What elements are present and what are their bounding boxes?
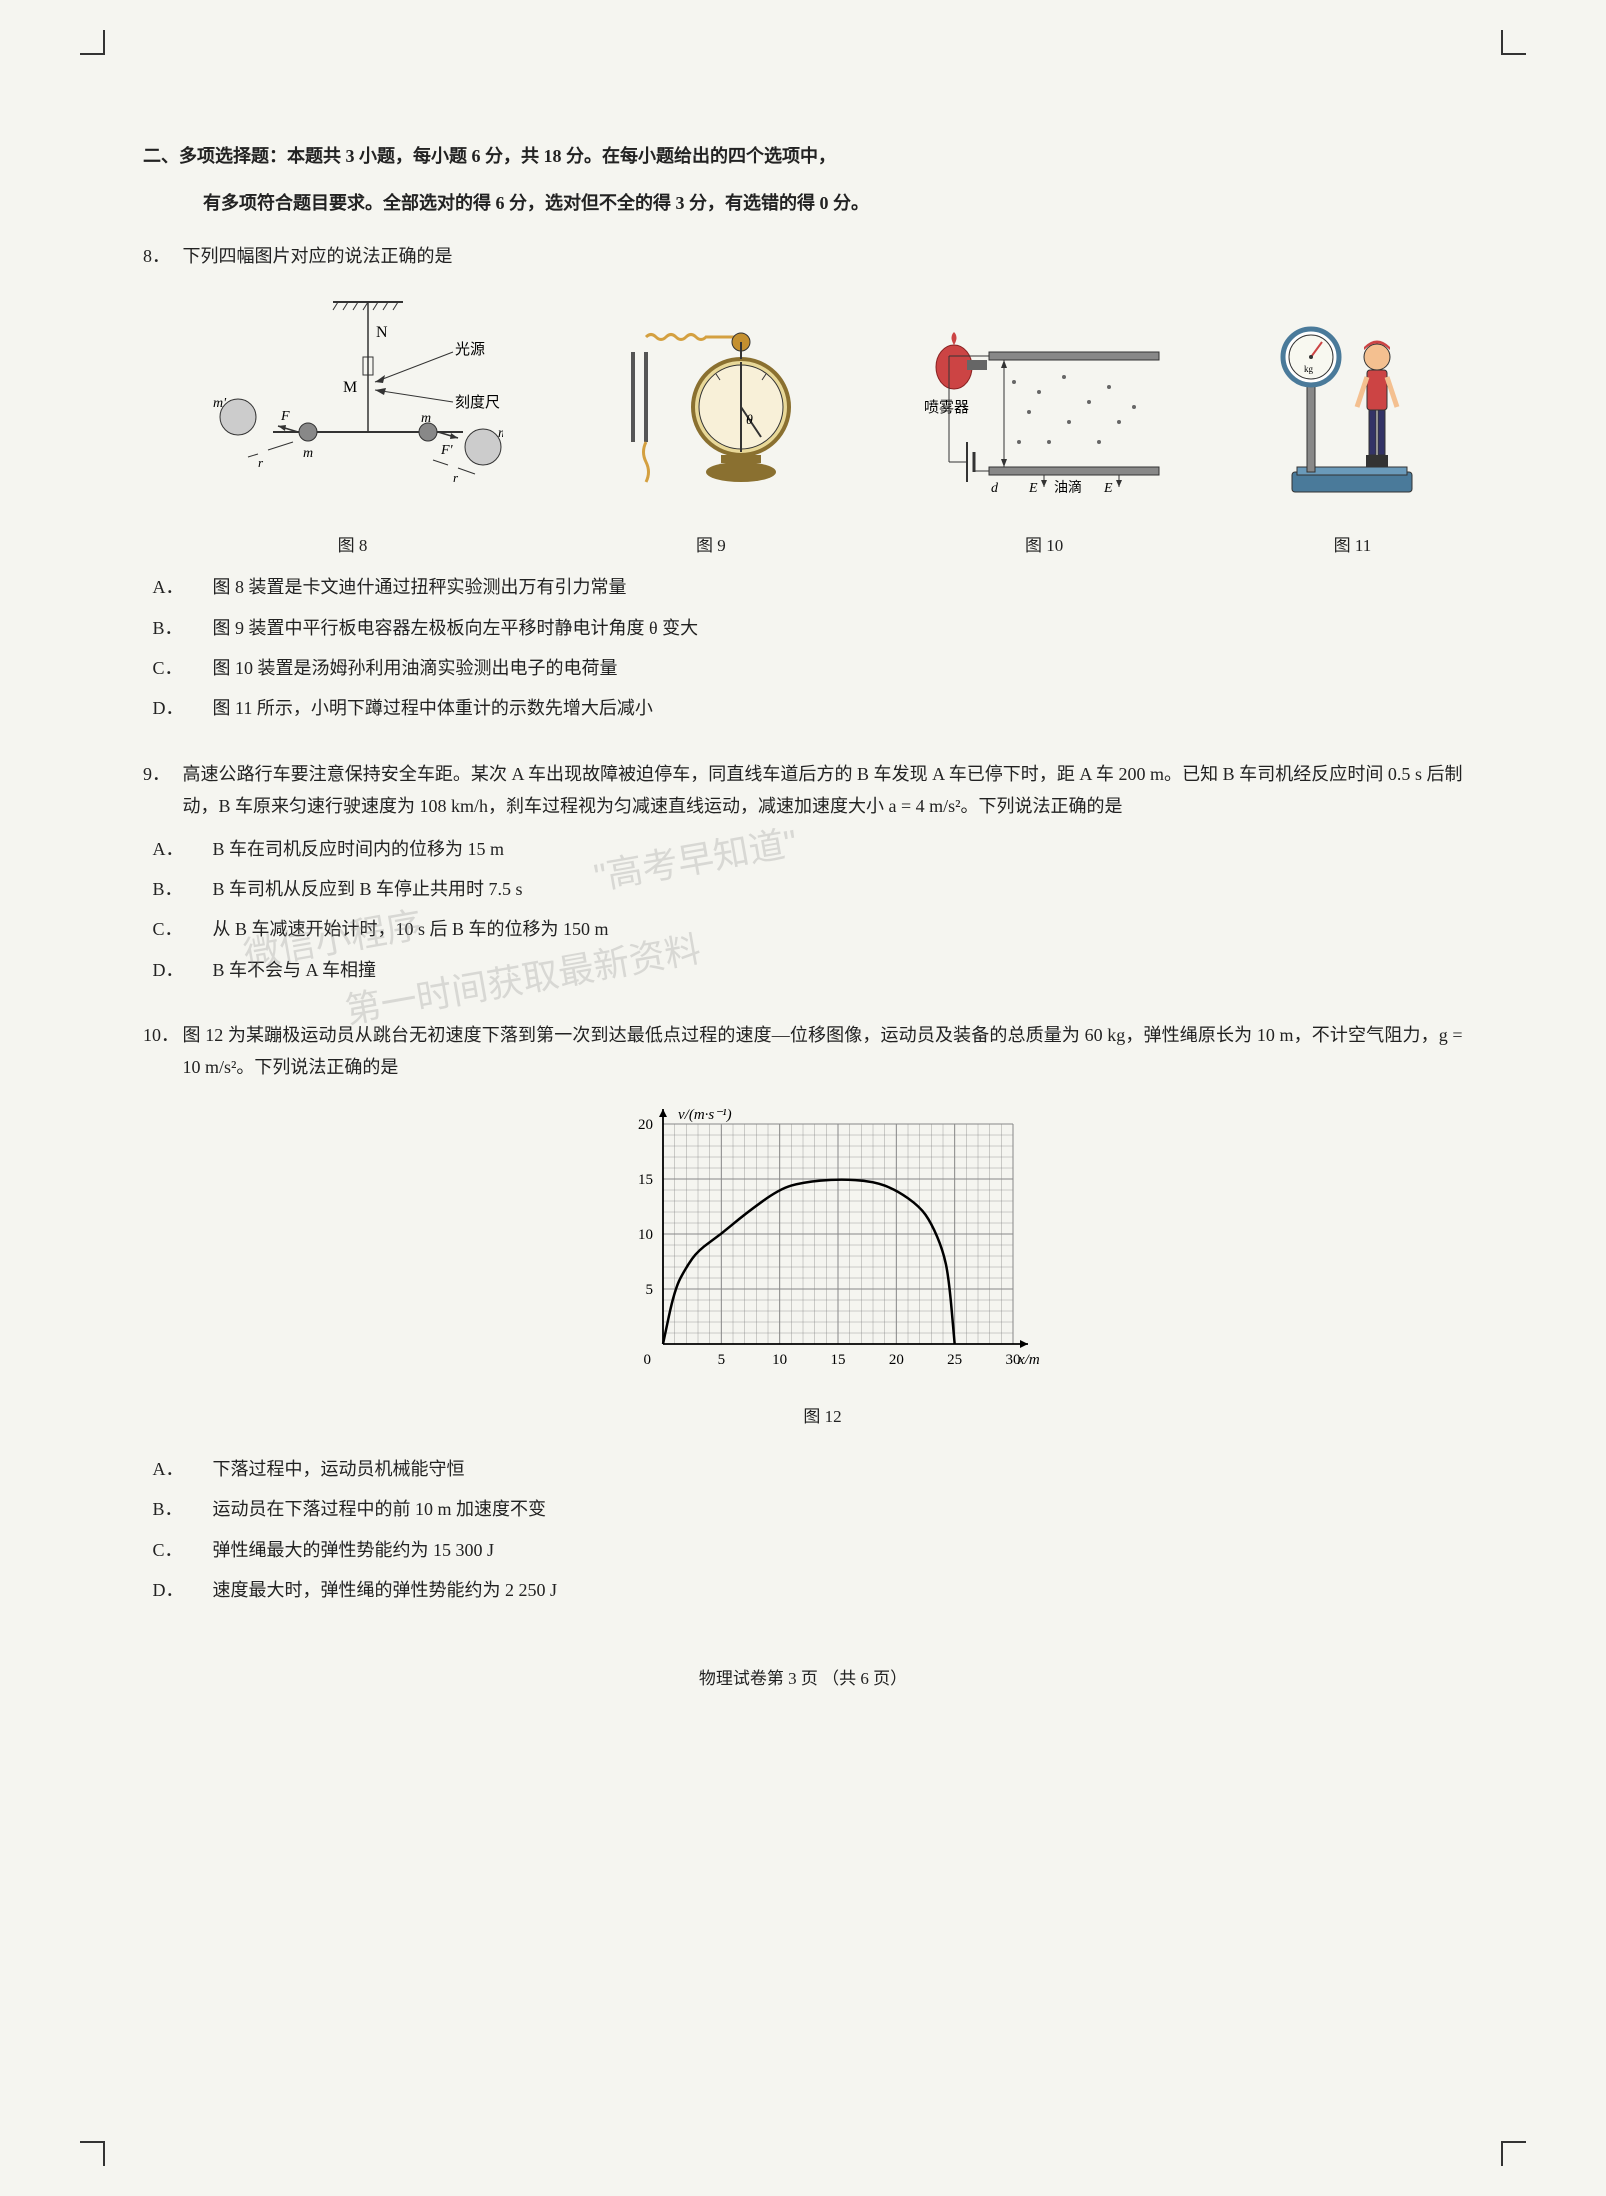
- q10-chart: 5101520253051015200v/(m·s⁻¹)x/m 图 12: [183, 1104, 1463, 1433]
- q9-option-d: D．B 车不会与 A 车相撞: [183, 954, 1463, 986]
- fig10-sprayer: 喷雾器: [924, 399, 969, 416]
- fig11-svg: kg: [1262, 312, 1442, 512]
- fig8-M: M: [343, 379, 357, 396]
- q9-option-a: A．B 车在司机反应时间内的位移为 15 m: [183, 833, 1463, 865]
- q9-opt-a-text: B 车在司机反应时间内的位移为 15 m: [213, 839, 505, 859]
- svg-text:0: 0: [643, 1352, 651, 1368]
- fig8-light: 光源: [455, 341, 485, 358]
- svg-text:5: 5: [717, 1352, 725, 1368]
- q8-option-c: C．图 10 装置是汤姆孙利用油滴实验测出电子的电荷量: [183, 652, 1463, 684]
- q9-opt-b-text: B 车司机从反应到 B 车停止共用时 7.5 s: [213, 879, 523, 899]
- q8-opt-b-text: 图 9 装置中平行板电容器左极板向左平移时静电计角度 θ 变大: [213, 618, 699, 638]
- q9-number: 9．: [143, 758, 178, 790]
- page-content: 二、多项选择题：本题共 3 小题，每小题 6 分，共 18 分。在每小题给出的四…: [143, 60, 1463, 1695]
- q9-opt-d-text: B 车不会与 A 车相撞: [213, 960, 377, 980]
- fig10-svg: 喷雾器: [919, 312, 1169, 512]
- chart-svg: 5101520253051015200v/(m·s⁻¹)x/m: [603, 1104, 1043, 1384]
- q10-opt-c-text: 弹性绳最大的弹性势能约为 15 300 J: [213, 1540, 495, 1560]
- q10-number: 10．: [143, 1019, 178, 1051]
- fig10-E1: E: [1028, 481, 1038, 496]
- q9-options: A．B 车在司机反应时间内的位移为 15 m B．B 车司机从反应到 B 车停止…: [183, 833, 1463, 987]
- question-10: 10． 图 12 为某蹦极运动员从跳台无初速度下落到第一次到达最低点过程的速度—…: [143, 1019, 1463, 1614]
- svg-text:v/(m·s⁻¹): v/(m·s⁻¹): [678, 1107, 732, 1123]
- q8-option-d: D．图 11 所示，小明下蹲过程中体重计的示数先增大后减小: [183, 692, 1463, 724]
- q8-figures: N M 光源 刻度尺: [183, 292, 1463, 561]
- q10-option-d: D．速度最大时，弹性绳的弹性势能约为 2 250 J: [183, 1574, 1463, 1606]
- q8-text: 下列四幅图片对应的说法正确的是: [183, 240, 1463, 272]
- q8-opt-d-text: 图 11 所示，小明下蹲过程中体重计的示数先增大后减小: [213, 698, 653, 718]
- svg-text:10: 10: [772, 1352, 787, 1368]
- q8-options: A．图 8 装置是卡文迪什通过扭秤实验测出万有引力常量 B．图 9 装置中平行板…: [183, 571, 1463, 725]
- q10-opt-a-text: 下落过程中，运动员机械能守恒: [213, 1459, 465, 1479]
- fig9-theta: θ: [746, 413, 753, 428]
- q10-option-b: B．运动员在下落过程中的前 10 m 加速度不变: [183, 1493, 1463, 1525]
- svg-text:20: 20: [888, 1352, 903, 1368]
- fig8-F2: F': [440, 443, 454, 458]
- crop-mark-bl: [80, 2141, 105, 2166]
- q10-opt-b-text: 运动员在下落过程中的前 10 m 加速度不变: [213, 1499, 547, 1519]
- q8-number: 8．: [143, 240, 178, 272]
- fig12-caption: 图 12: [183, 1402, 1463, 1433]
- section-subtitle: 有多项符合题目要求。全部选对的得 6 分，选对但不全的得 3 分，有选错的得 0…: [203, 187, 1463, 219]
- q8-opt-c-text: 图 10 装置是汤姆孙利用油滴实验测出电子的电荷量: [213, 658, 618, 678]
- fig8-r1: r: [258, 455, 264, 470]
- fig8-mp1: m': [213, 396, 227, 411]
- fig8-svg: N M 光源 刻度尺: [203, 292, 503, 512]
- q9-text: 高速公路行车要注意保持安全车距。某次 A 车出现故障被迫停车，同直线车道后方的 …: [183, 758, 1463, 823]
- svg-text:x/m: x/m: [1017, 1352, 1040, 1368]
- fig10-oil: 油滴: [1054, 479, 1082, 496]
- fig8-mp2: m': [498, 426, 503, 441]
- q9-option-b: B．B 车司机从反应到 B 车停止共用时 7.5 s: [183, 873, 1463, 905]
- fig8-r2: r: [453, 470, 459, 485]
- svg-text:25: 25: [947, 1352, 962, 1368]
- svg-text:15: 15: [830, 1352, 845, 1368]
- fig8-N: N: [376, 324, 388, 341]
- q8-option-b: B．图 9 装置中平行板电容器左极板向左平移时静电计角度 θ 变大: [183, 612, 1463, 644]
- q8-opt-a-text: 图 8 装置是卡文迪什通过扭秤实验测出万有引力常量: [213, 577, 627, 597]
- q8-option-a: A．图 8 装置是卡文迪什通过扭秤实验测出万有引力常量: [183, 571, 1463, 603]
- figure-8: N M 光源 刻度尺: [203, 292, 503, 561]
- fig9-svg: θ: [596, 312, 826, 512]
- svg-text:5: 5: [645, 1282, 653, 1298]
- crop-mark-tr: [1501, 30, 1526, 55]
- fig8-F1: F: [280, 409, 290, 424]
- fig8-scale: 刻度尺: [455, 394, 500, 411]
- crop-mark-tl: [80, 30, 105, 55]
- q10-option-c: C．弹性绳最大的弹性势能约为 15 300 J: [183, 1534, 1463, 1566]
- page-footer: 物理试卷第 3 页 （共 6 页）: [143, 1664, 1463, 1695]
- svg-text:15: 15: [638, 1172, 653, 1188]
- q9-option-c: C．从 B 车减速开始计时，10 s 后 B 车的位移为 150 m: [183, 913, 1463, 945]
- q10-text: 图 12 为某蹦极运动员从跳台无初速度下落到第一次到达最低点过程的速度—位移图像…: [183, 1019, 1463, 1084]
- figure-9: θ 图 9: [596, 312, 826, 561]
- fig11-caption: 图 11: [1262, 531, 1442, 562]
- fig10-caption: 图 10: [919, 531, 1169, 562]
- figure-11: kg 图 11: [1262, 312, 1442, 561]
- fig8-caption: 图 8: [203, 531, 503, 562]
- section-title: 二、多项选择题：本题共 3 小题，每小题 6 分，共 18 分。在每小题给出的四…: [143, 140, 1463, 172]
- figure-10: 喷雾器: [919, 312, 1169, 561]
- q10-opt-d-text: 速度最大时，弹性绳的弹性势能约为 2 250 J: [213, 1580, 558, 1600]
- fig10-E2: E: [1103, 481, 1113, 496]
- question-9: "高考早知道" 微信小程序 第一时间获取最新资料 9． 高速公路行车要注意保持安…: [143, 758, 1463, 994]
- fig8-m2: m: [421, 411, 431, 426]
- svg-text:20: 20: [638, 1117, 653, 1133]
- fig10-d: d: [991, 481, 999, 496]
- q10-option-a: A．下落过程中，运动员机械能守恒: [183, 1453, 1463, 1485]
- question-8: 8． 下列四幅图片对应的说法正确的是: [143, 240, 1463, 733]
- crop-mark-br: [1501, 2141, 1526, 2166]
- fig8-m1: m: [303, 446, 313, 461]
- fig11-kg: kg: [1304, 364, 1314, 374]
- fig9-caption: 图 9: [596, 531, 826, 562]
- q9-opt-c-text: 从 B 车减速开始计时，10 s 后 B 车的位移为 150 m: [213, 919, 609, 939]
- svg-text:10: 10: [638, 1227, 653, 1243]
- q10-options: A．下落过程中，运动员机械能守恒 B．运动员在下落过程中的前 10 m 加速度不…: [183, 1453, 1463, 1607]
